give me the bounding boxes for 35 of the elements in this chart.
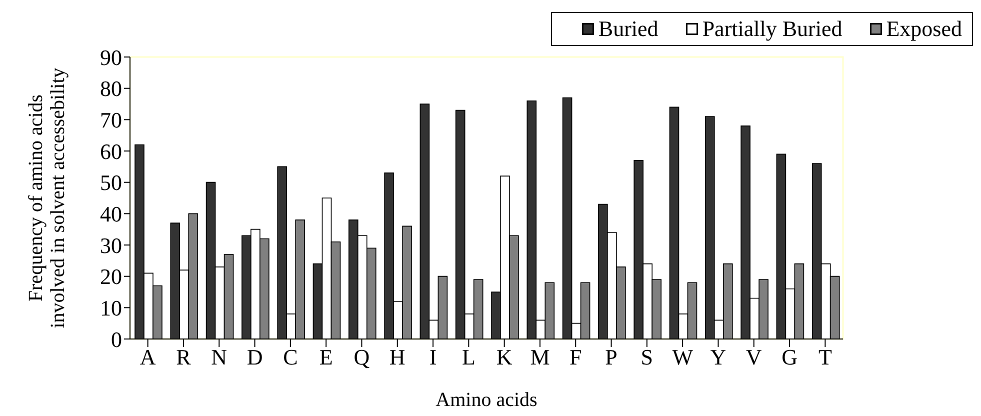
x-tick-label: D (246, 344, 263, 370)
y-tick-label: 30 (100, 232, 122, 258)
x-tick-label: T (818, 344, 832, 370)
y-tick-label: 10 (100, 295, 122, 320)
x-tick-label: S (640, 344, 654, 370)
x-tick-label: A (140, 344, 156, 370)
x-tick-label: M (530, 344, 550, 370)
legend-label: Exposed (886, 16, 962, 42)
y-axis-title: Frequency of amino acids involved in solvent accessebility (25, 68, 69, 328)
y-tick-label: 40 (100, 201, 122, 226)
x-tick-label: P (605, 344, 618, 370)
x-tick-label: E (319, 344, 333, 370)
y-tick-label: 20 (100, 264, 122, 290)
y-tick-label: 60 (100, 138, 122, 164)
y-tick-label: 0 (111, 326, 122, 352)
x-tick-label: Y (710, 344, 726, 370)
legend-label: Partially Buried (702, 16, 842, 42)
x-tick-label: Q (354, 344, 370, 370)
x-tick-label: V (746, 344, 762, 370)
legend-label: Buried (598, 16, 658, 42)
x-tick-label: H (389, 344, 406, 370)
x-tick-label: I (429, 344, 437, 370)
y-tick-label: 70 (100, 107, 122, 132)
x-tick-label: N (211, 344, 228, 370)
y-tick-label: 80 (100, 76, 122, 102)
x-tick-label: F (570, 344, 582, 370)
x-tick-label: W (672, 344, 694, 370)
y-tick-label: 50 (100, 170, 122, 196)
x-tick-label: L (462, 344, 476, 370)
x-tick-label: R (176, 344, 192, 370)
x-tick-label: G (782, 344, 798, 370)
x-axis-title: Amino acids (436, 389, 538, 411)
x-tick-label: C (283, 344, 298, 370)
x-tick-label: K (496, 344, 512, 370)
y-tick-label: 90 (100, 44, 122, 70)
